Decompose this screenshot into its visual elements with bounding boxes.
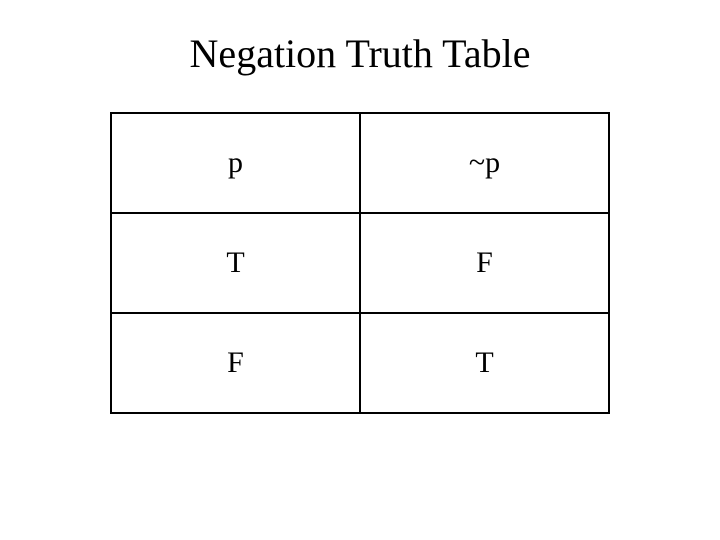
truth-table: p ~p T F F T	[110, 112, 610, 414]
cell-r1-c1: T	[360, 313, 609, 413]
cell-r0-c1: F	[360, 213, 609, 313]
cell-r1-c0: F	[111, 313, 360, 413]
table-row: F T	[111, 313, 609, 413]
table-row: T F	[111, 213, 609, 313]
cell-r0-c0: T	[111, 213, 360, 313]
page-title: Negation Truth Table	[190, 30, 531, 77]
header-cell-p: p	[111, 113, 360, 213]
header-cell-not-p: ~p	[360, 113, 609, 213]
table-header-row: p ~p	[111, 113, 609, 213]
